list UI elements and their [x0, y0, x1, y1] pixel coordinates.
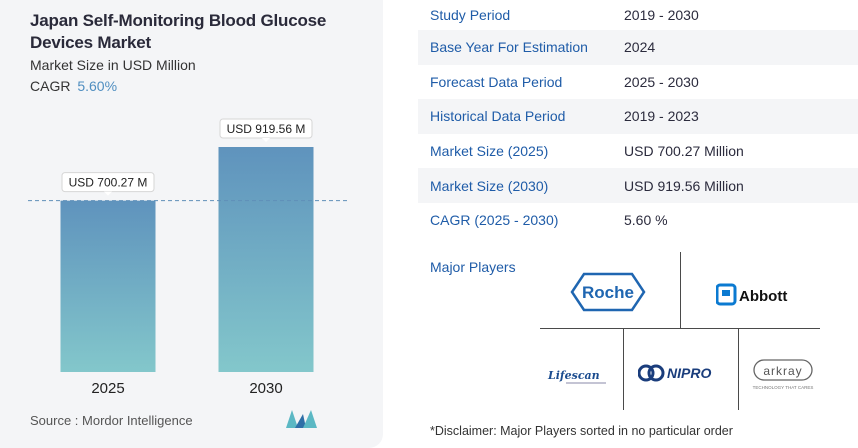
data-label-pointer: [262, 138, 270, 142]
table-row: CAGR (2025 - 2030) 5.60 %: [418, 203, 858, 238]
abbott-logo-text: Abbott: [739, 288, 787, 305]
market-summary-table: Study Period 2019 - 2030 Base Year For Est…: [418, 0, 858, 238]
table-row-value: 2025 - 2030: [624, 73, 699, 90]
mordor-logo-icon: [286, 410, 317, 428]
divider-horizontal: [540, 328, 820, 329]
table-row-key: Market Size (2025): [430, 143, 549, 160]
chart-title: Japan Self-Monitoring Blood Glucose Devi…: [30, 11, 327, 52]
lifescan-logo-text: Lifescan: [547, 369, 600, 382]
table-row-key: Market Size (2030): [430, 177, 549, 194]
disclaimer-note: *Disclaimer: Major Players sorted in no …: [430, 424, 733, 438]
table-row-key: CAGR (2025 - 2030): [430, 212, 559, 229]
table-row-key: Study Period: [430, 7, 511, 23]
table-row: Study Period 2019 - 2030: [418, 0, 858, 30]
x-tick-label: 2030: [249, 380, 282, 397]
chart-subtitle: Market Size in USD Million: [30, 57, 196, 73]
arkray-tagline: TECHNOLOGY THAT CARES: [753, 385, 814, 390]
table-row: Market Size (2025) USD 700.27 Million: [418, 134, 858, 169]
table-row: Market Size (2030) USD 919.56 Million: [418, 168, 858, 203]
cagr-line: CAGR 5.60%: [30, 78, 117, 94]
arkray-logo-text: arkray: [763, 364, 802, 378]
major-players-label: Major Players: [430, 259, 516, 275]
nipro-logo-text: NIPRO: [667, 365, 711, 381]
data-label: USD 700.27 M: [69, 176, 148, 190]
cagr-value: 5.60%: [77, 78, 118, 94]
roche-logo-text: Roche: [582, 283, 634, 302]
major-players-panel: Major Players Roche Abbott Lifescan NIPR…: [418, 242, 858, 410]
data-label-pointer: [104, 191, 112, 196]
table-row-value: 2019 - 2023: [624, 108, 699, 125]
roche-logo-icon: Roche: [570, 272, 646, 312]
table-row-value: 2019 - 2030: [624, 7, 699, 23]
arkray-logo-icon: arkray TECHNOLOGY THAT CARES: [753, 359, 814, 390]
table-row: Historical Data Period 2019 - 2023: [418, 99, 858, 134]
table-row: Base Year For Estimation 2024: [418, 30, 858, 65]
table-row-key: Historical Data Period: [430, 108, 566, 125]
divider-vertical-top: [680, 252, 681, 328]
data-label: USD 919.56 M: [227, 122, 306, 136]
bar-2030: [218, 147, 314, 372]
table-row-key: Base Year For Estimation: [430, 39, 588, 56]
x-tick-label: 2025: [91, 380, 124, 397]
table-row-value: 2024: [624, 39, 656, 56]
source-note: Source : Mordor Intelligence: [30, 413, 193, 428]
bar-2025: [60, 200, 156, 372]
nipro-logo-icon: NIPRO: [638, 364, 711, 382]
table-row-value: 5.60 %: [624, 212, 668, 229]
table-row-key: Forecast Data Period: [430, 73, 563, 90]
table-row-value: USD 700.27 Million: [624, 143, 744, 160]
abbott-logo-icon: Abbott: [716, 283, 787, 306]
bar-chart: USD 700.27 M 2025 USD 919.56 M 2030: [28, 118, 350, 397]
divider-vertical-right: [738, 328, 739, 410]
divider-vertical-left: [623, 328, 624, 410]
chart-card: Japan Self-Monitoring Blood Glucose Devi…: [0, 0, 383, 448]
cagr-label: CAGR: [30, 78, 71, 94]
lifescan-logo-icon: Lifescan: [547, 369, 606, 384]
table-row-value: USD 919.56 Million: [624, 177, 744, 194]
table-row: Forecast Data Period 2025 - 2030: [418, 65, 858, 100]
